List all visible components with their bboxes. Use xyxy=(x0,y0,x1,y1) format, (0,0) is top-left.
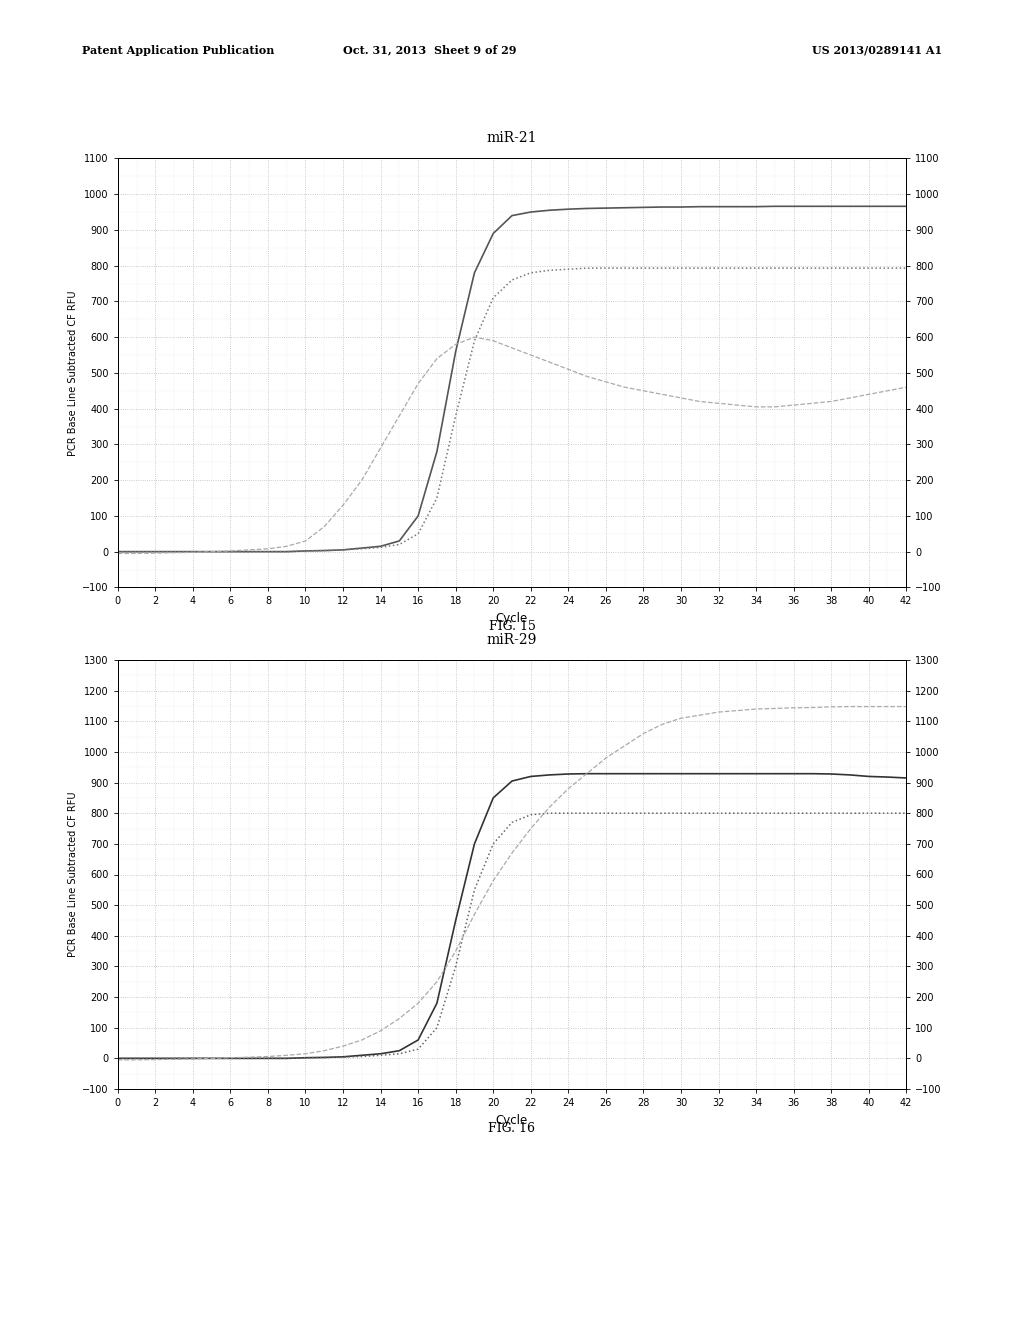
Text: Patent Application Publication: Patent Application Publication xyxy=(82,45,274,55)
X-axis label: Cycle: Cycle xyxy=(496,1114,528,1126)
Text: miR-29: miR-29 xyxy=(486,632,538,647)
Y-axis label: PCR Base Line Subtracted CF RFU: PCR Base Line Subtracted CF RFU xyxy=(68,290,78,455)
Text: FIG. 16: FIG. 16 xyxy=(488,1122,536,1135)
Y-axis label: PCR Base Line Subtracted CF RFU: PCR Base Line Subtracted CF RFU xyxy=(68,792,78,957)
Text: FIG. 15: FIG. 15 xyxy=(488,620,536,634)
Text: Oct. 31, 2013  Sheet 9 of 29: Oct. 31, 2013 Sheet 9 of 29 xyxy=(343,45,517,55)
Text: miR-21: miR-21 xyxy=(486,131,538,145)
X-axis label: Cycle: Cycle xyxy=(496,612,528,624)
Text: US 2013/0289141 A1: US 2013/0289141 A1 xyxy=(812,45,942,55)
